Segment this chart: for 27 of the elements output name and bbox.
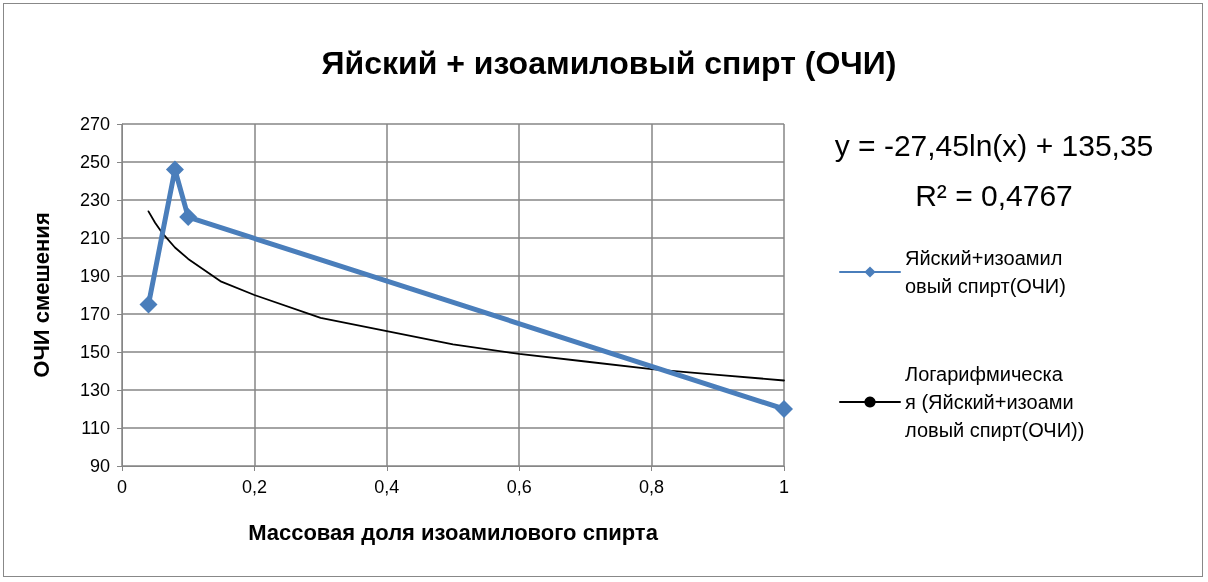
x-tick-label: 0 (116, 477, 128, 497)
text: R² = 0,4767 (915, 178, 1073, 212)
y-tick-label: 190 (79, 266, 110, 286)
point (775, 400, 793, 418)
chart-title: Яйский + изоамиловый спирт (ОЧИ) (321, 45, 897, 81)
y-tick-label: 210 (79, 228, 110, 248)
legend-label: Логарифмическая (Яйский+изоамиловый спирт(ОЧИ)) (905, 363, 1085, 441)
x-tick-label: 1 (778, 477, 790, 497)
x-tick-label: 0,6 (506, 477, 532, 497)
x-axis-title: Массовая доля изоамилового спирта (248, 519, 659, 545)
text: y = -27,45ln(x) + 135,35 (834, 128, 1154, 162)
line-series (147, 210, 785, 382)
y-tick-label: 230 (79, 190, 110, 210)
y-tick-label: 90 (89, 456, 110, 476)
x-tick-label: 0,4 (374, 477, 400, 497)
point (179, 208, 198, 227)
y-tick-label: 270 (79, 114, 110, 134)
x-tick-label: 0,8 (639, 477, 665, 497)
y-axis-title: ОЧИ смешения (28, 212, 54, 378)
y-tick-label: 170 (79, 304, 110, 324)
y-tick-label: 250 (79, 152, 110, 172)
legend-label: Яйский+изоамиловый спирт(ОЧИ) (905, 247, 1066, 297)
point (139, 295, 158, 314)
y-tick-label: 110 (81, 418, 110, 438)
y-tick-label: 150 (79, 342, 110, 362)
y-tick-label: 130 (79, 380, 110, 400)
x-tick-label: 0,2 (241, 477, 267, 497)
